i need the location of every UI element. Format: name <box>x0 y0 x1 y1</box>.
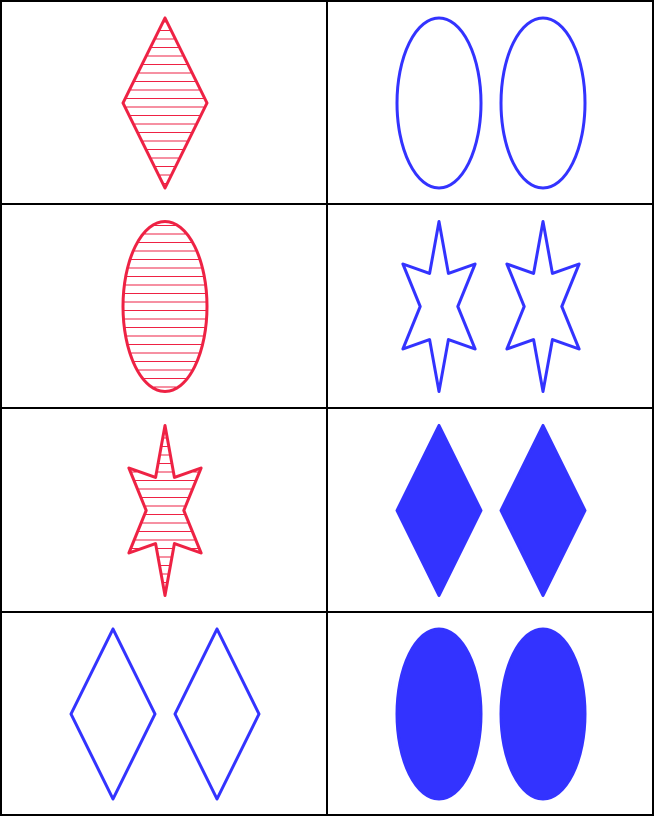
card-r1-c1[interactable] <box>1 1 327 204</box>
card-r2-c1[interactable] <box>1 204 327 408</box>
solid-blue-oval-icon <box>395 627 483 801</box>
solid-blue-diamond-icon <box>499 424 587 597</box>
card-background <box>327 204 653 408</box>
card-background <box>327 612 653 815</box>
open-blue-star-icon <box>401 220 477 393</box>
card-background <box>1 408 327 612</box>
card-background <box>1 1 327 204</box>
solid-blue-diamond-icon <box>395 424 483 597</box>
card-background <box>1 612 327 815</box>
card-background <box>327 408 653 612</box>
card-r4-c1[interactable] <box>1 612 327 815</box>
card-r1-c2[interactable] <box>327 1 653 204</box>
open-blue-star-icon <box>505 220 581 393</box>
open-blue-oval-icon <box>499 16 587 190</box>
card-background <box>327 1 653 204</box>
card-r3-c1[interactable] <box>1 408 327 612</box>
solid-blue-oval-icon <box>499 627 587 801</box>
card-r4-c2[interactable] <box>327 612 653 815</box>
open-blue-oval-icon <box>395 16 483 190</box>
card-background <box>1 204 327 408</box>
open-blue-diamond-icon <box>69 627 157 801</box>
card-r3-c2[interactable] <box>327 408 653 612</box>
card-r2-c2[interactable] <box>327 204 653 408</box>
open-blue-diamond-icon <box>173 627 261 801</box>
